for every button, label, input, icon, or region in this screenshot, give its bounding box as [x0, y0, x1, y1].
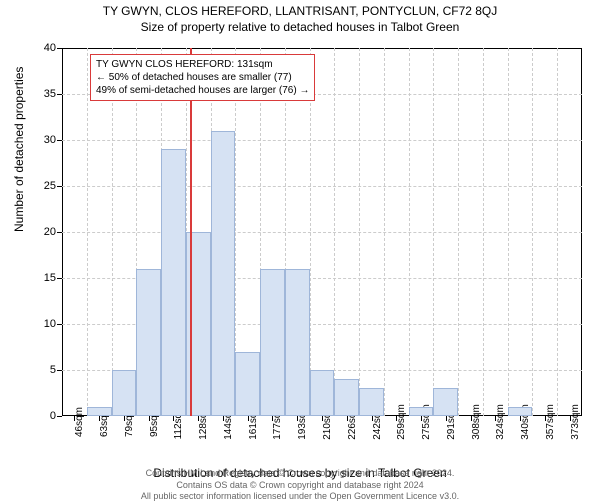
x-tick-mark	[297, 416, 298, 421]
gridline-v	[409, 48, 410, 416]
y-tick-mark	[57, 416, 62, 417]
x-tick-mark	[570, 416, 571, 421]
x-tick-mark	[495, 416, 496, 421]
x-tick-label: 357sqm	[545, 404, 556, 440]
histogram-bar	[433, 388, 458, 416]
histogram-bar	[409, 407, 434, 416]
histogram-bar	[161, 149, 186, 416]
gridline-h	[62, 140, 582, 141]
histogram-bar	[310, 370, 335, 416]
histogram-bar	[235, 352, 260, 416]
y-tick-label: 40	[44, 42, 56, 54]
annotation-box: TY GWYN CLOS HEREFORD: 131sqm← 50% of de…	[90, 54, 315, 101]
y-tick-label: 20	[44, 226, 56, 238]
chart-area: 051015202530354046sqm63sqm79sqm95sqm112s…	[62, 48, 582, 416]
y-tick-label: 25	[44, 180, 56, 192]
gridline-v	[87, 48, 88, 416]
y-tick-label: 30	[44, 134, 56, 146]
x-tick-mark	[223, 416, 224, 421]
x-tick-mark	[198, 416, 199, 421]
histogram-bar	[136, 269, 161, 416]
footer-line-3: All public sector information licensed u…	[0, 491, 600, 502]
page-subtitle: Size of property relative to detached ho…	[0, 20, 600, 34]
x-tick-label: 373sqm	[570, 404, 581, 440]
x-tick-label: 324sqm	[495, 404, 506, 440]
gridline-v	[458, 48, 459, 416]
annotation-line: ← 50% of detached houses are smaller (77…	[96, 71, 309, 84]
x-tick-mark	[347, 416, 348, 421]
x-tick-mark	[396, 416, 397, 421]
y-tick-label: 10	[44, 318, 56, 330]
histogram-bar	[260, 269, 285, 416]
histogram-bar	[112, 370, 137, 416]
x-tick-mark	[149, 416, 150, 421]
x-tick-mark	[372, 416, 373, 421]
y-tick-mark	[57, 278, 62, 279]
x-tick-label: 46sqm	[74, 407, 85, 437]
annotation-line: 49% of semi-detached houses are larger (…	[96, 84, 309, 97]
x-tick-mark	[421, 416, 422, 421]
gridline-v	[310, 48, 311, 416]
x-tick-mark	[545, 416, 546, 421]
y-tick-mark	[57, 94, 62, 95]
gridline-h	[62, 232, 582, 233]
x-tick-mark	[173, 416, 174, 421]
x-tick-mark	[520, 416, 521, 421]
marker-line	[190, 48, 192, 416]
x-tick-mark	[74, 416, 75, 421]
histogram-bar	[508, 407, 533, 416]
gridline-v	[112, 48, 113, 416]
histogram-bar	[334, 379, 359, 416]
x-tick-mark	[446, 416, 447, 421]
gridline-v	[557, 48, 558, 416]
y-tick-mark	[57, 186, 62, 187]
footer-line-2: Contains OS data © Crown copyright and d…	[0, 480, 600, 491]
x-tick-mark	[322, 416, 323, 421]
page-title: TY GWYN, CLOS HEREFORD, LLANTRISANT, PON…	[0, 4, 600, 18]
y-tick-mark	[57, 48, 62, 49]
annotation-line: TY GWYN CLOS HEREFORD: 131sqm	[96, 58, 309, 71]
x-tick-mark	[248, 416, 249, 421]
y-tick-label: 0	[50, 410, 56, 422]
gridline-v	[334, 48, 335, 416]
footer-line-1: Contains HM Land Registry data © Crown c…	[0, 468, 600, 479]
gridline-v	[483, 48, 484, 416]
y-tick-mark	[57, 140, 62, 141]
x-tick-mark	[272, 416, 273, 421]
x-tick-label: 259sqm	[396, 404, 407, 440]
gridline-v	[359, 48, 360, 416]
x-tick-mark	[99, 416, 100, 421]
y-tick-label: 35	[44, 88, 56, 100]
histogram-bar	[87, 407, 112, 416]
y-tick-mark	[57, 232, 62, 233]
gridline-h	[62, 186, 582, 187]
gridline-v	[433, 48, 434, 416]
y-tick-mark	[57, 324, 62, 325]
footer: Contains HM Land Registry data © Crown c…	[0, 468, 600, 504]
histogram-bar	[359, 388, 384, 416]
y-tick-label: 5	[50, 364, 56, 376]
y-tick-mark	[57, 370, 62, 371]
histogram-bar	[211, 131, 236, 416]
plot: 051015202530354046sqm63sqm79sqm95sqm112s…	[62, 48, 582, 416]
x-tick-mark	[471, 416, 472, 421]
y-tick-label: 15	[44, 272, 56, 284]
y-axis-label: Number of detached properties	[12, 67, 26, 232]
gridline-v	[508, 48, 509, 416]
histogram-bar	[285, 269, 310, 416]
gridline-v	[384, 48, 385, 416]
x-tick-label: 308sqm	[471, 404, 482, 440]
x-tick-mark	[124, 416, 125, 421]
gridline-v	[532, 48, 533, 416]
